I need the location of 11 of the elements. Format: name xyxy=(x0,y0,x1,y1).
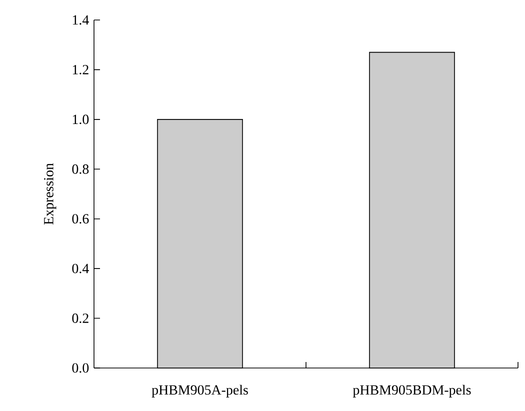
y-tick-label: 1.4 xyxy=(72,15,89,25)
x-tick-label: pHBM905BDM-pels xyxy=(352,384,471,398)
y-tick-label: 0.8 xyxy=(72,164,89,174)
y-tick-label: 1.2 xyxy=(72,64,88,74)
y-tick-label: 0.2 xyxy=(72,314,88,324)
y-axis-title: Expression xyxy=(44,163,56,225)
y-tick-label: 1.0 xyxy=(72,114,89,124)
y-tick-label: 0.0 xyxy=(72,363,89,373)
y-tick-label: 0.6 xyxy=(72,214,89,224)
x-tick-label: pHBM905A-pels xyxy=(152,384,248,398)
y-tick-label: 0.4 xyxy=(72,264,89,274)
